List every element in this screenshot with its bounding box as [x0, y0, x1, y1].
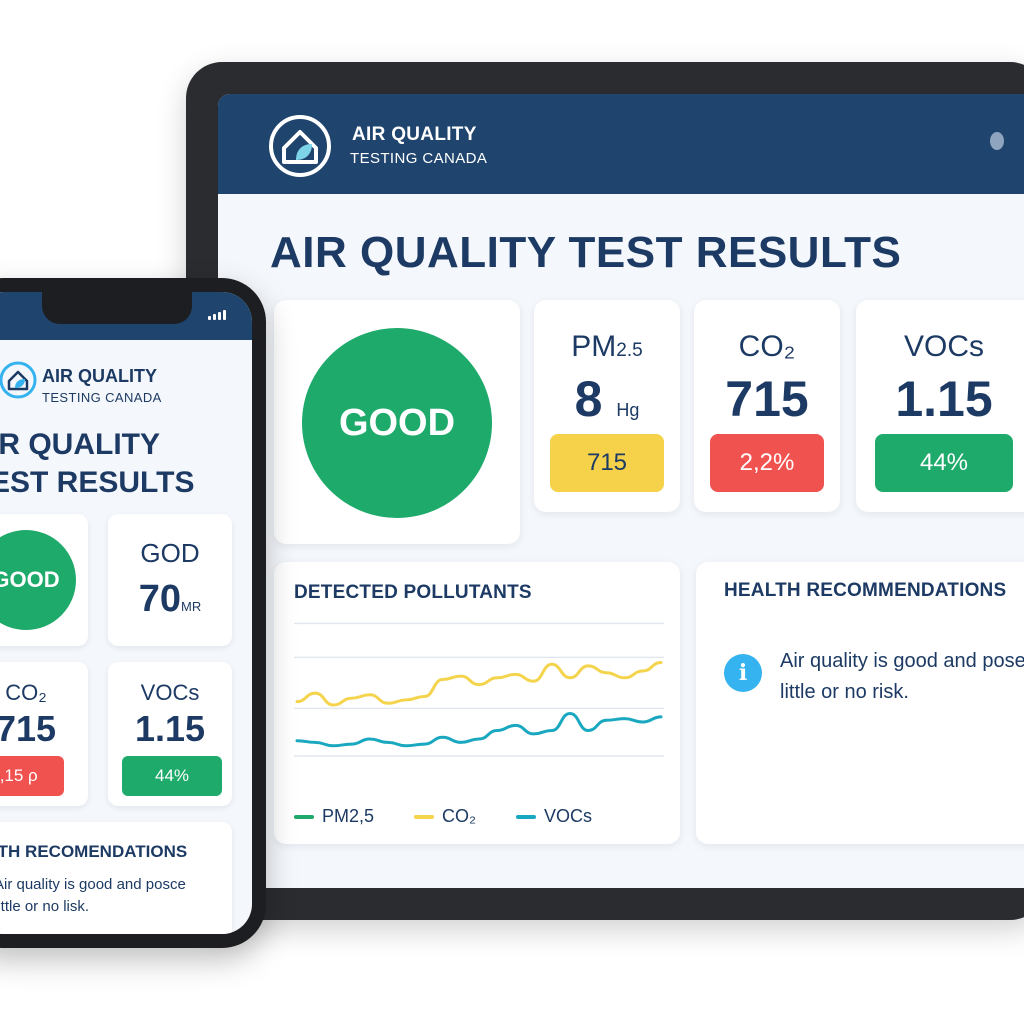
camera-icon [990, 132, 1004, 150]
house-leaf-logo-icon [0, 361, 37, 399]
app-header: AIR QUALITY TESTING CANADA [218, 94, 1024, 194]
brand-subtitle: TESTING CANADA [350, 150, 488, 167]
chart-legend: PM2,5 CO₂ VOCs [294, 806, 592, 827]
legend-item-pm25: PM2,5 [294, 806, 374, 827]
metric-value: 1.15 [134, 708, 206, 749]
metric-label: CO₂ [738, 330, 796, 363]
health-text: Air quality is good and poses little or … [780, 650, 1024, 703]
metric-value: 70MR [138, 578, 202, 620]
metric-value: 8 Hg [574, 371, 640, 427]
signal-icon [208, 310, 226, 320]
health-recommendations-card[interactable]: RALTH RECOMENDATIONS Air quality is good… [0, 822, 232, 934]
status-badge: GOOD [0, 530, 76, 630]
pollutants-chart-card[interactable]: DETECTED POLLUTANTS PM2,5 CO₂ VOCs [274, 562, 680, 844]
tablet-device: AIR QUALITY TESTING CANADA AIR QUALITY T… [186, 62, 1024, 920]
metric-value: 1.15 [895, 371, 993, 427]
legend-swatch [414, 814, 435, 819]
metric-label: CO₂ [5, 680, 47, 705]
pollutants-line-chart [294, 622, 664, 757]
metric-card[interactable]: GOD 70MR [108, 514, 232, 646]
metric-value: 715 [725, 371, 809, 427]
metric-badge: 715 [550, 434, 664, 492]
phone-device: AIR QUALITY TESTING CANADA IR QUALITY ES… [0, 278, 266, 948]
metric-label: VOCs [903, 330, 984, 363]
metric-label: PM2.5 [571, 330, 643, 363]
legend-item-co2: CO₂ [414, 806, 476, 827]
section-heading: DETECTED POLLUTANTS [294, 582, 532, 603]
title-line: IR QUALITY [0, 428, 160, 461]
phone-screen: AIR QUALITY TESTING CANADA IR QUALITY ES… [0, 292, 252, 934]
legend-label: PM2,5 [322, 806, 375, 826]
title-line: EST RESULTS [0, 466, 195, 499]
metric-badge: 2,2% [710, 434, 824, 492]
legend-swatch [294, 814, 314, 819]
metric-badge: 1,15 ρ [0, 756, 64, 796]
tablet-screen: AIR QUALITY TESTING CANADA AIR QUALITY T… [218, 94, 1024, 888]
brand-name: AIR QUALITY [352, 124, 477, 145]
page-title: AIR QUALITY TEST RESULTS [270, 228, 902, 277]
brand-subtitle: TESTING CANADA [42, 390, 162, 405]
section-heading: HEALTH RECOMMENDATIONS [724, 580, 1007, 601]
metric-badge: 44% [875, 434, 1013, 492]
series-line-co [295, 661, 663, 707]
house-leaf-logo-icon [269, 115, 331, 177]
overall-status-card[interactable]: GOOD [0, 514, 88, 646]
health-text: Air quality is good and posce little or … [0, 876, 186, 915]
vocs-card[interactable]: VOCs 1.15 44% [856, 300, 1024, 512]
co2-card[interactable]: CO₂ 715 1,15 ρ [0, 662, 88, 806]
brand-name: AIR QUALITY [42, 366, 157, 386]
overall-status-card[interactable]: GOOD [274, 300, 520, 544]
pm25-card[interactable]: PM2.5 8 Hg 715 [534, 300, 680, 512]
legend-item-vocs: VOCs [516, 806, 592, 827]
vocs-card[interactable]: VOCs 1.15 44% [108, 662, 232, 806]
page-title: IR QUALITY EST RESULTS [0, 426, 252, 502]
metric-label: GOD [140, 538, 200, 568]
legend-label: VOCs [544, 806, 593, 826]
metric-value: 715 [0, 708, 57, 749]
legend-swatch [516, 814, 537, 819]
legend-label: CO₂ [442, 806, 477, 826]
section-heading: RALTH RECOMENDATIONS [0, 842, 188, 861]
co2-card[interactable]: CO₂ 715 2,2% [694, 300, 840, 512]
info-icon: i [724, 654, 762, 692]
phone-notch [42, 292, 192, 324]
series-line-vocs [295, 711, 663, 748]
status-badge: GOOD [302, 328, 492, 518]
health-recommendations-card[interactable]: HEALTH RECOMMENDATIONS i Air quality is … [696, 562, 1024, 844]
metric-badge: 44% [122, 756, 222, 796]
metric-label: VOCs [140, 680, 200, 705]
